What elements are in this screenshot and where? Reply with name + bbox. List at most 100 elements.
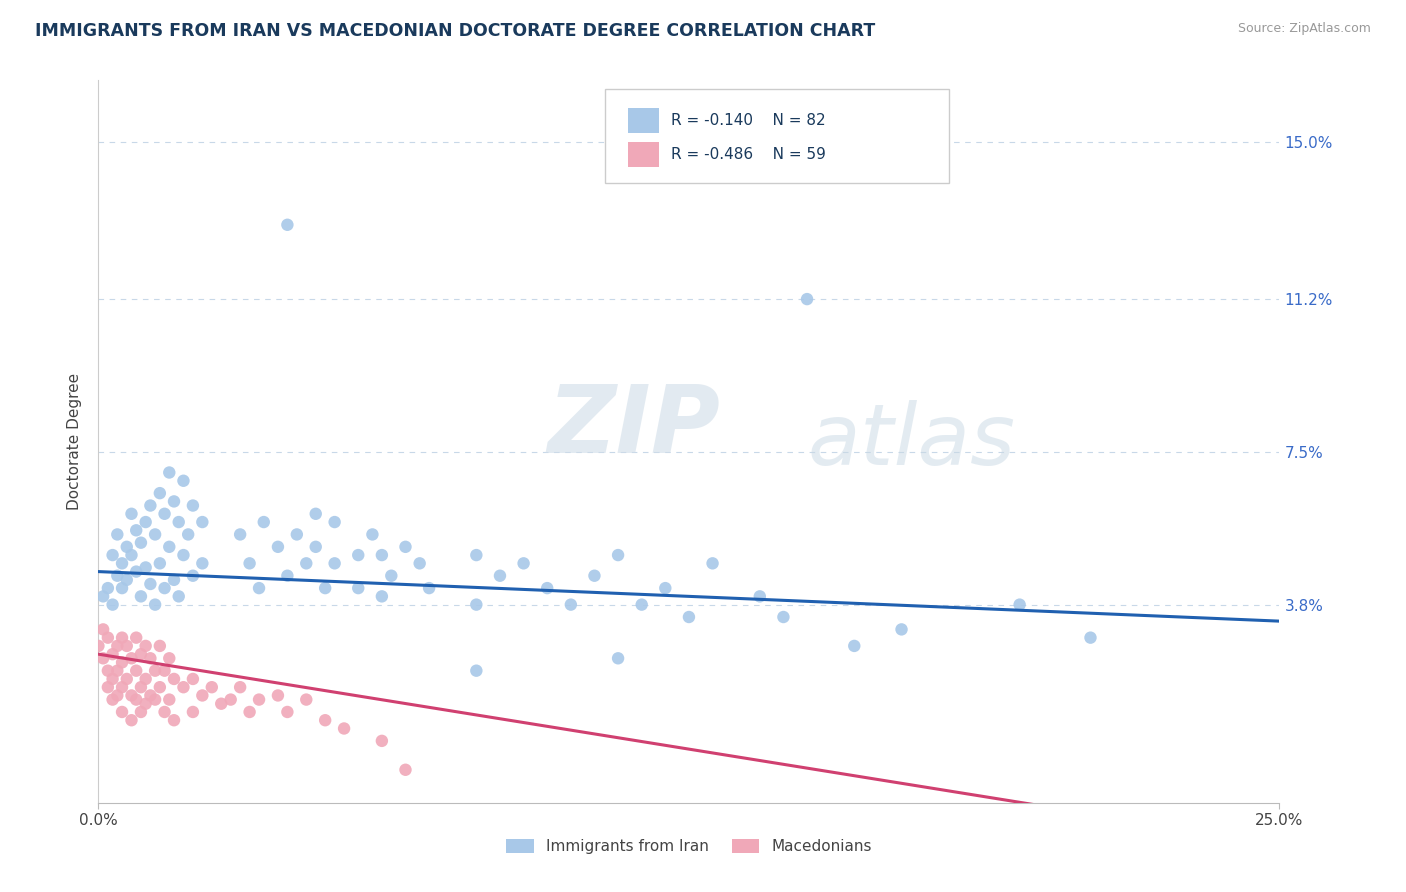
Point — [583, 568, 606, 582]
Point — [125, 524, 148, 538]
Point — [844, 639, 866, 653]
Point — [111, 656, 134, 670]
Point — [143, 664, 166, 678]
Point — [314, 581, 336, 595]
Point — [305, 540, 328, 554]
Point — [181, 499, 204, 513]
Point — [305, 507, 328, 521]
Point — [181, 672, 204, 686]
Point — [181, 568, 204, 582]
Point — [157, 540, 180, 554]
Point — [191, 689, 214, 703]
Point — [314, 713, 336, 727]
Point — [239, 705, 262, 719]
Point — [149, 557, 172, 571]
Point — [796, 292, 818, 306]
Point — [101, 598, 124, 612]
Point — [111, 557, 134, 571]
Point — [418, 581, 440, 595]
Point — [408, 557, 430, 571]
Point — [115, 540, 138, 554]
Point — [153, 507, 176, 521]
Point — [247, 581, 270, 595]
Point — [115, 639, 138, 653]
Point — [177, 527, 200, 541]
Point — [129, 705, 152, 719]
Text: ZIP: ZIP — [547, 381, 720, 473]
Point — [361, 527, 384, 541]
Point — [229, 680, 252, 694]
Point — [512, 557, 534, 571]
Point — [371, 548, 394, 562]
Point — [135, 560, 157, 574]
Point — [347, 548, 370, 562]
Point — [135, 515, 157, 529]
Point — [323, 557, 346, 571]
Point — [163, 573, 186, 587]
Point — [163, 672, 186, 686]
Point — [115, 573, 138, 587]
Y-axis label: Doctorate Degree: Doctorate Degree — [67, 373, 83, 510]
Point — [121, 651, 143, 665]
Point — [111, 680, 134, 694]
Point — [678, 610, 700, 624]
Point — [630, 598, 652, 612]
Point — [129, 680, 152, 694]
Point — [172, 548, 194, 562]
Point — [101, 647, 124, 661]
Point — [125, 565, 148, 579]
Text: IMMIGRANTS FROM IRAN VS MACEDONIAN DOCTORATE DEGREE CORRELATION CHART: IMMIGRANTS FROM IRAN VS MACEDONIAN DOCTO… — [35, 22, 876, 40]
Point — [149, 680, 172, 694]
Point — [285, 527, 308, 541]
Point — [153, 705, 176, 719]
Point — [276, 568, 298, 582]
Point — [157, 651, 180, 665]
Point — [135, 697, 157, 711]
Point — [111, 631, 134, 645]
Point — [153, 581, 176, 595]
Point — [105, 639, 128, 653]
Point — [101, 672, 124, 686]
Point — [890, 623, 912, 637]
Point — [101, 548, 124, 562]
Point — [121, 548, 143, 562]
Point — [267, 540, 290, 554]
Point — [121, 689, 143, 703]
Point — [371, 590, 394, 604]
Text: R = -0.140    N = 82: R = -0.140 N = 82 — [671, 113, 825, 128]
Point — [163, 713, 186, 727]
Point — [125, 664, 148, 678]
Point — [607, 548, 630, 562]
Point — [654, 581, 676, 595]
Point — [276, 218, 298, 232]
Point — [209, 697, 232, 711]
Point — [465, 598, 488, 612]
Point — [229, 527, 252, 541]
Point — [772, 610, 794, 624]
Point — [115, 672, 138, 686]
Point — [157, 692, 180, 706]
Point — [181, 705, 204, 719]
Point — [153, 664, 176, 678]
Point — [121, 507, 143, 521]
Point — [111, 581, 134, 595]
Point — [172, 680, 194, 694]
Point — [163, 494, 186, 508]
Point — [91, 590, 114, 604]
Point — [1080, 631, 1102, 645]
Point — [139, 577, 162, 591]
Point — [129, 535, 152, 549]
Text: R = -0.486    N = 59: R = -0.486 N = 59 — [671, 147, 825, 161]
Point — [380, 568, 402, 582]
Point — [97, 680, 120, 694]
Point — [347, 581, 370, 595]
Point — [748, 590, 770, 604]
Point — [702, 557, 724, 571]
Point — [276, 705, 298, 719]
Point — [157, 466, 180, 480]
Point — [295, 692, 318, 706]
Point — [129, 647, 152, 661]
Point — [139, 651, 162, 665]
Point — [167, 515, 190, 529]
Point — [105, 689, 128, 703]
